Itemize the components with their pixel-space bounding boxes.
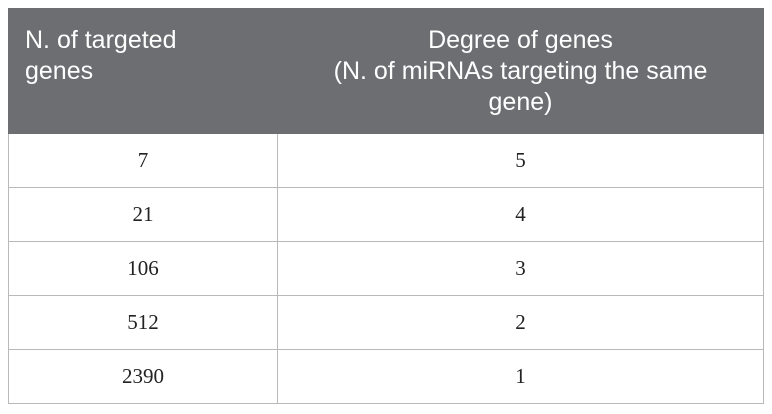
cell-degree: 5 [277, 133, 764, 188]
table-row: 106 3 [8, 241, 764, 296]
table-row: 2390 1 [8, 349, 764, 404]
header-col1-line-2: genes [25, 57, 94, 85]
cell-targeted-genes: 106 [8, 241, 278, 296]
genes-degree-table: N. of targeted genes Degree of genes (N.… [8, 8, 764, 404]
table-row: 512 2 [8, 295, 764, 350]
cell-degree: 4 [277, 187, 764, 242]
header-targeted-genes: N. of targeted genes [8, 8, 278, 134]
data-table-container: N. of targeted genes Degree of genes (N.… [8, 8, 764, 404]
header-col2-line-3: gene) [488, 87, 553, 116]
table-header: N. of targeted genes Degree of genes (N.… [8, 8, 764, 134]
cell-degree: 1 [277, 349, 764, 404]
cell-degree: 2 [277, 295, 764, 350]
cell-targeted-genes: 512 [8, 295, 278, 350]
table-body: 7 5 21 4 106 3 512 2 2390 1 [8, 133, 764, 404]
header-col2-line-1: Degree of genes [428, 25, 613, 54]
cell-degree: 3 [277, 241, 764, 296]
header-col1-line-1: N. of targeted [25, 26, 177, 54]
cell-targeted-genes: 21 [8, 187, 278, 242]
table-row: 7 5 [8, 133, 764, 188]
cell-targeted-genes: 2390 [8, 349, 278, 404]
cell-targeted-genes: 7 [8, 133, 278, 188]
header-col2-line-2: (N. of miRNAs targeting the same [333, 56, 708, 85]
header-degree-of-genes: Degree of genes (N. of miRNAs targeting … [277, 8, 764, 134]
header-row: N. of targeted genes Degree of genes (N.… [8, 8, 764, 134]
table-row: 21 4 [8, 187, 764, 242]
